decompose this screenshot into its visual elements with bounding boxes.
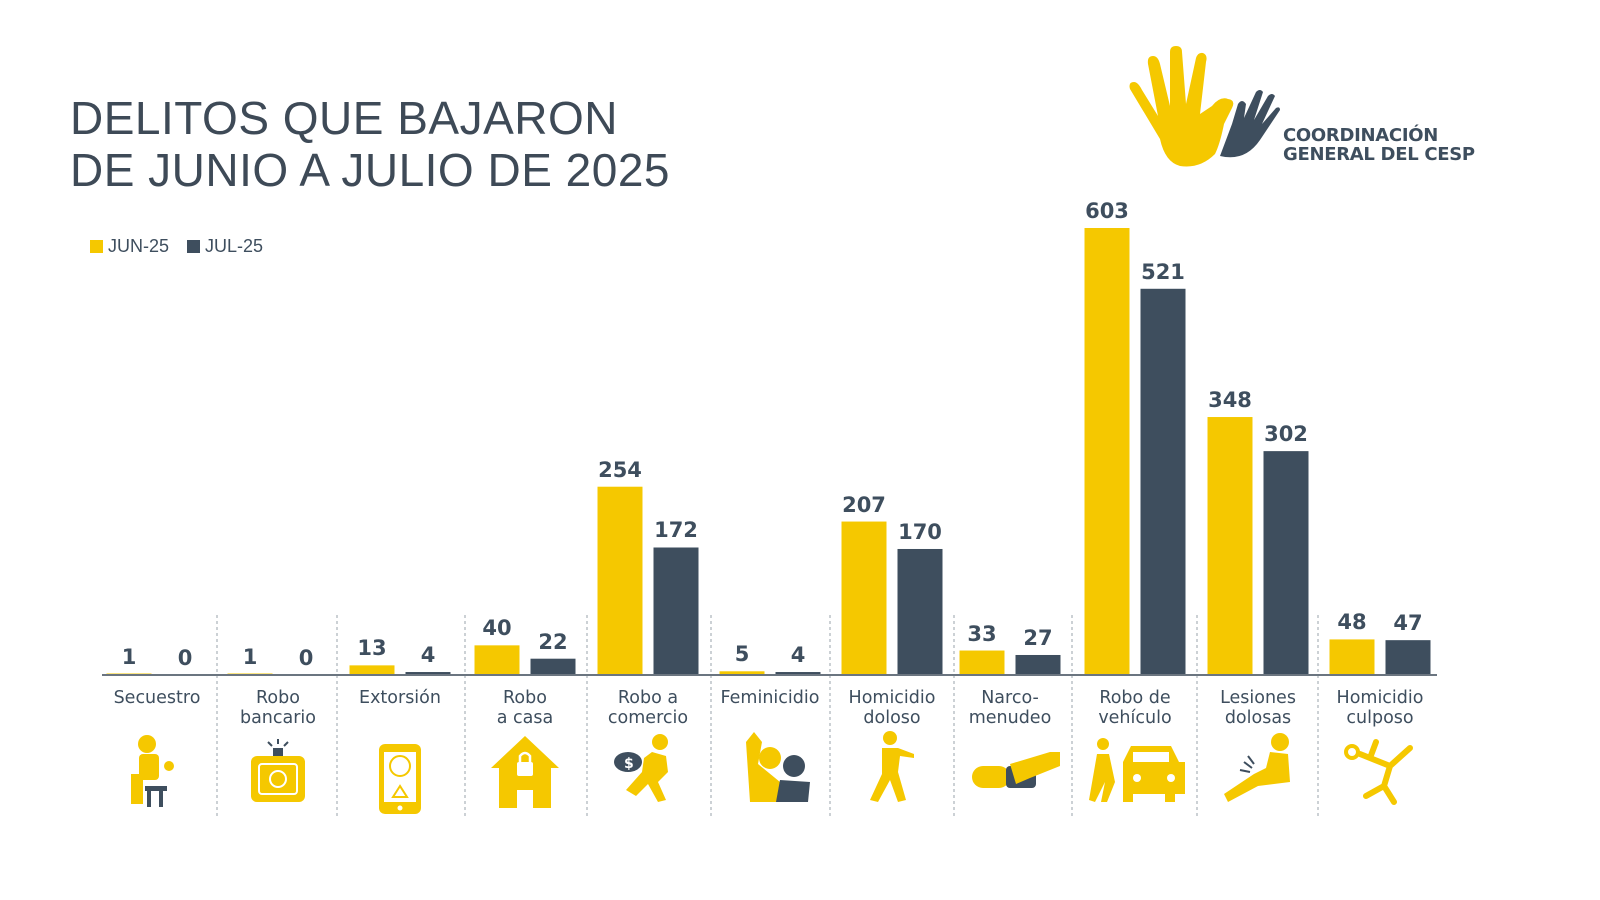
shooter-icon [870, 731, 914, 802]
legend-label-jun: JUN-25 [108, 236, 170, 256]
drug-pill-hand-icon [972, 752, 1060, 788]
data-label-jun: 40 [482, 616, 512, 641]
bar-jul [1385, 640, 1431, 675]
bar-jul [897, 548, 943, 675]
legend: JUN-25 JUL-25 [90, 236, 263, 257]
kidnapped-person-icon [131, 735, 174, 807]
data-label-jul: 22 [538, 629, 568, 654]
legend-swatch-jun [90, 240, 103, 253]
cesp-hands-logo-icon [1129, 46, 1280, 167]
data-label-jun: 603 [1085, 199, 1129, 223]
title-line-1: DELITOS QUE BAJARON [70, 92, 619, 144]
bar-jun [1329, 639, 1375, 675]
bar-jun [597, 486, 643, 675]
bar-jul [530, 658, 576, 675]
data-label-jul: 0 [298, 646, 314, 670]
data-label-jul: 172 [654, 518, 698, 543]
data-label-jun: 1 [121, 644, 137, 669]
data-label-jun: 1 [242, 644, 258, 669]
data-label-jul: 4 [790, 643, 806, 668]
category-label: Robo bancario [239, 688, 317, 728]
bar-jun [1207, 417, 1253, 675]
data-label-jun: 33 [967, 621, 997, 646]
category-label: Lesiones dolosas [1220, 688, 1296, 728]
chart-title: DELITOS QUE BAJARON DE JUNIO A JULIO DE … [70, 92, 670, 196]
logo-text-line-2: GENERAL DEL CESP [1283, 144, 1475, 165]
data-label-jul: 0 [177, 646, 193, 670]
legend-label-jul: JUL-25 [205, 236, 264, 256]
injured-person-icon [1224, 733, 1290, 802]
femicide-violence-icon [746, 732, 810, 802]
data-label-jul: 521 [1141, 259, 1185, 284]
bar-jul [775, 672, 821, 675]
data-label-jun: 348 [1208, 388, 1252, 413]
bank-safe-alarm-icon [251, 739, 305, 802]
svg-text:$: $ [624, 756, 634, 772]
data-label-jul: 27 [1023, 625, 1053, 650]
data-label-jul: 47 [1393, 611, 1423, 636]
house-lock-icon [491, 736, 559, 808]
category-label: Robo a comercio [607, 688, 689, 728]
bar-jun [1084, 228, 1130, 675]
logo-text: COORDINACIÓN GENERAL DEL CESP [1283, 126, 1475, 164]
title-line-2: DE JUNIO A JULIO DE 2025 [70, 144, 671, 196]
data-label-jun: 48 [1337, 610, 1367, 635]
phone-extortion-icon [379, 744, 421, 814]
data-label-jul: 4 [420, 643, 436, 668]
car-theft-icon [1089, 738, 1185, 802]
category-label: Robo de vehículo [1098, 688, 1172, 728]
category-label: Feminicidio [720, 688, 820, 708]
category-label: Extorsión [359, 688, 441, 708]
data-label-jul: 170 [898, 519, 942, 544]
bar-jun [474, 645, 520, 675]
bar-jun [841, 521, 887, 675]
legend-item-jun: JUN-25 [90, 236, 169, 257]
category-label: Homicidio doloso [848, 688, 936, 728]
bar-jul [653, 547, 699, 675]
legend-item-jul: JUL-25 [187, 236, 263, 257]
data-label-jul: 302 [1264, 422, 1308, 447]
bar-jun [349, 665, 395, 675]
bar-jul [1263, 451, 1309, 675]
bar-jun [719, 671, 765, 675]
bar-jun [959, 650, 1005, 675]
data-label-jun: 5 [734, 642, 750, 667]
category-label: Narco- menudeo [968, 688, 1052, 728]
bar-jul [405, 672, 451, 675]
data-label-jun: 13 [357, 636, 387, 661]
data-label-jun: 254 [598, 457, 642, 482]
category-label: Homicidio culposo [1336, 688, 1424, 728]
legend-swatch-jul [187, 240, 201, 253]
logo-text-line-1: COORDINACIÓN [1283, 125, 1438, 146]
fallen-body-icon [1344, 739, 1413, 805]
thief-running-money-icon: $ [614, 734, 668, 802]
bar-jul [1015, 654, 1061, 675]
category-label: Robo a casa [496, 688, 554, 728]
category-label: Secuestro [113, 688, 201, 708]
data-label-jun: 207 [842, 492, 886, 517]
bar-jul [1140, 288, 1186, 675]
